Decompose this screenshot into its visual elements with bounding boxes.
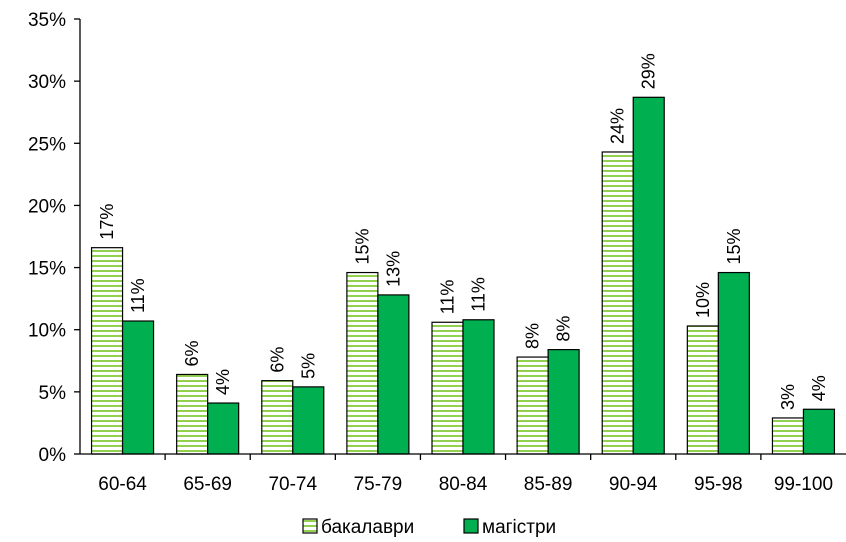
bar-masters [121,320,155,455]
bar-bachelors [431,321,464,455]
y-tick-label: 35% [28,10,66,31]
legend-swatch-bachelors [302,518,318,534]
bar-masters [207,402,240,455]
bar-bachelors [90,247,124,455]
data-label-bachelors: 3% [778,384,798,410]
y-tick-label: 15% [28,259,66,280]
x-tick-label: 90-94 [609,474,658,495]
y-tick-label: 5% [39,383,67,404]
data-label-masters: 11% [128,278,148,313]
x-tick-label: 99-100 [774,474,833,495]
bar-bachelors [686,325,719,455]
bar-masters [717,271,750,455]
x-tick-label: 65-69 [183,474,232,495]
legend-label-bachelors: бакалаври [321,517,414,538]
data-label-bachelors: 24% [608,108,628,144]
bar-masters [462,319,495,455]
data-label-bachelors: 8% [523,323,543,349]
data-label-bachelors: 6% [267,347,287,373]
x-tick-label: 60-64 [98,474,147,495]
y-tick-label: 10% [28,321,66,342]
data-label-bachelors: 11% [438,280,458,315]
y-tick-label: 20% [28,196,66,217]
data-label-masters: 15% [724,229,744,265]
y-tick-label: 25% [28,134,66,155]
x-tick-label: 95-98 [694,474,743,495]
x-axis: 60-64 65-69 70-74 75-79 80-84 85-89 90-94 95-98… [80,453,846,495]
data-label-masters: 4% [213,369,233,395]
legend-label-masters: магістри [482,517,556,538]
data-label-masters: 8% [554,316,574,342]
data-label-masters: 4% [809,375,829,401]
legend: бакалаври магістри [302,517,556,538]
x-tick-label: 70-74 [268,474,317,495]
data-label-masters: 13% [383,251,403,287]
data-label-bachelors: 6% [182,340,202,366]
bar-masters [802,408,836,455]
bar-masters [377,294,410,455]
data-label-bachelors: 15% [352,229,372,265]
bar-bachelors [516,356,549,455]
bar-bachelors [176,373,209,455]
bar-bachelors [601,151,634,455]
bar-bachelors [346,271,379,455]
x-tick-label: 80-84 [439,474,488,495]
y-axis: 0% 5% 10% 15% 20% 25% 30% 35% [28,10,81,466]
legend-swatch-masters [463,518,479,534]
x-tick-label: 85-89 [524,474,573,495]
bar-masters [632,96,665,455]
bars: 17% 11% 6% 4% 6% 5% 15% 13% 11% 11% 8% 8% 24% 29% 10% 1… [90,53,836,455]
bar-masters [292,386,325,455]
data-label-masters: 11% [469,277,489,312]
y-tick-label: 30% [28,72,66,93]
data-label-bachelors: 17% [97,204,117,240]
x-tick-label: 75-79 [354,474,403,495]
bar-masters [547,349,580,455]
data-label-masters: 5% [298,353,318,379]
bar-bachelors [771,417,805,455]
data-label-bachelors: 10% [693,282,713,318]
data-label-masters: 29% [639,53,659,89]
y-tick-label: 0% [39,445,67,466]
bar-bachelors [261,380,294,455]
